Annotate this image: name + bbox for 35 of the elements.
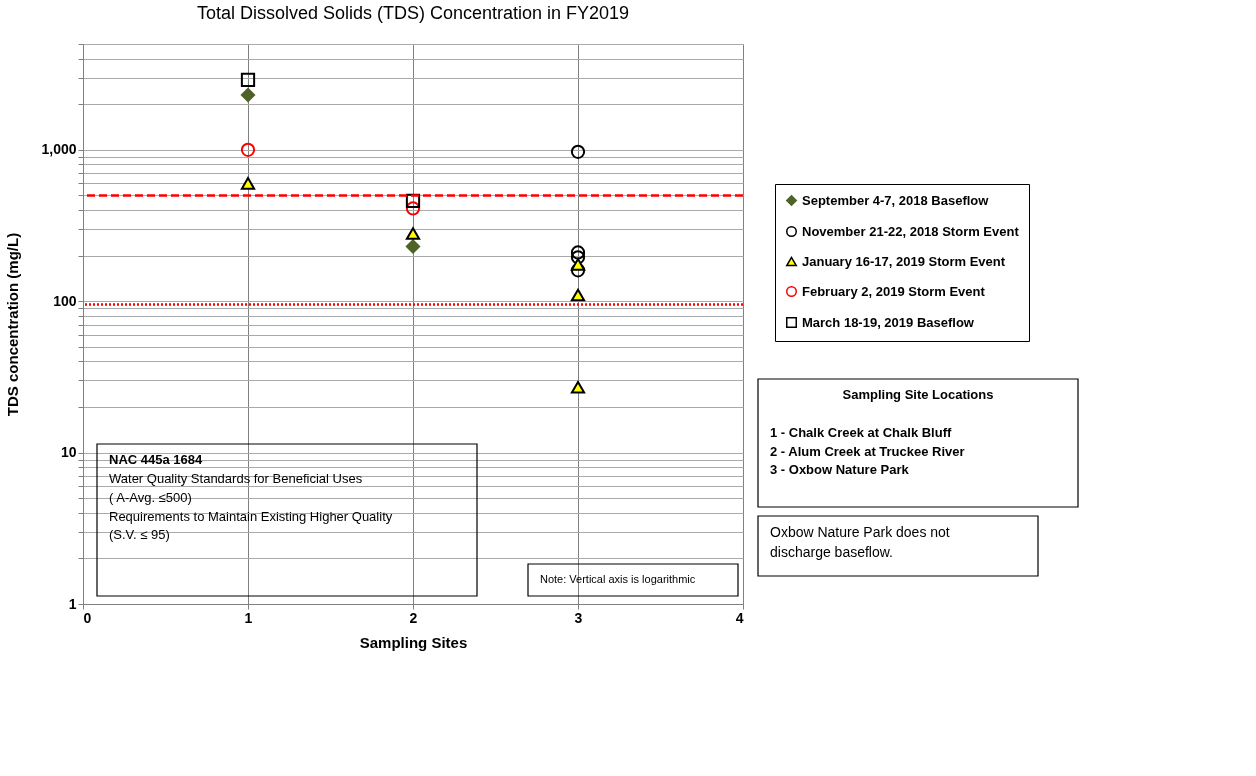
x-tick-label: 2 xyxy=(409,609,418,626)
point xyxy=(240,72,256,87)
x-tick-label: 1 xyxy=(244,609,253,626)
legend-label: February 2, 2019 Storm Event xyxy=(802,283,986,299)
point xyxy=(405,239,421,254)
y-tick-label: 1,000 xyxy=(41,141,77,158)
point xyxy=(405,201,421,216)
point xyxy=(240,142,256,157)
y-tick-label: 10 xyxy=(60,444,77,461)
point xyxy=(570,258,586,271)
point xyxy=(240,177,256,190)
legend-label: January 16-17, 2019 Storm Event xyxy=(802,253,1006,269)
legend-label: November 21-22, 2018 Storm Event xyxy=(802,223,1020,239)
x-axis-title: Sampling Sites xyxy=(359,633,468,651)
x-tick-label: 3 xyxy=(574,609,583,626)
annotation: NAC 445a 1684 Water Quality Standards for Beneficial Uses ( A-Avg. ≤500) Requirements to Maintain Existing Higher Quality (S.V. ≤ 95) xyxy=(109,452,393,543)
point xyxy=(570,250,586,265)
point xyxy=(570,288,586,302)
point xyxy=(570,381,586,394)
y-tick-label: 100 xyxy=(53,292,77,309)
annotation: Note: Vertical axis is logarithmic xyxy=(540,573,696,585)
point xyxy=(570,245,586,260)
point xyxy=(240,87,256,103)
point xyxy=(570,144,586,159)
legend-label: March 18-19, 2019 Baseflow xyxy=(802,314,975,330)
point xyxy=(405,227,421,240)
point xyxy=(405,193,421,208)
text: Oxbow Nature Park does not discharge baseflow. xyxy=(770,524,950,561)
text: Sampling Site Locations 1 - Chalk Creek at Chalk Bluff 2 - Alum Creek at Truckee River 3 - Oxbow Nature Park xyxy=(770,387,994,478)
x-tick-label: 0 xyxy=(83,609,92,626)
x-tick-label: 4 xyxy=(735,609,744,626)
y-tick-label: 1 xyxy=(68,595,77,612)
chart-title: Total Dissolved Solids (TDS) Concentration in FY2019 xyxy=(196,3,630,23)
y-axis-title: TDS concentration (mg/L) xyxy=(4,232,22,417)
legend-label: September 4-7, 2018 Baseflow xyxy=(802,192,990,208)
